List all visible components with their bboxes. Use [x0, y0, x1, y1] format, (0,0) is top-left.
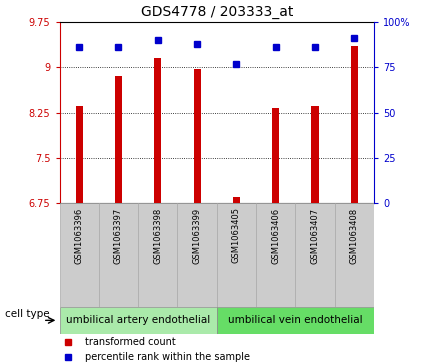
Bar	[76, 106, 83, 203]
Text: percentile rank within the sample: percentile rank within the sample	[85, 352, 250, 362]
Bar	[99, 203, 138, 307]
Bar	[193, 69, 201, 203]
Bar	[217, 307, 374, 334]
Bar	[272, 108, 279, 203]
Title: GDS4778 / 203333_at: GDS4778 / 203333_at	[141, 5, 293, 19]
Bar	[60, 307, 217, 334]
Text: GSM1063398: GSM1063398	[153, 207, 162, 264]
Text: GSM1063405: GSM1063405	[232, 207, 241, 264]
Bar	[256, 203, 295, 307]
Text: umbilical artery endothelial: umbilical artery endothelial	[66, 315, 210, 325]
Text: GSM1063406: GSM1063406	[271, 207, 280, 264]
Bar	[178, 203, 217, 307]
Bar	[351, 46, 358, 203]
Bar	[335, 203, 374, 307]
Bar	[60, 203, 99, 307]
Bar	[217, 203, 256, 307]
Text: GSM1063408: GSM1063408	[350, 207, 359, 264]
Text: cell type: cell type	[5, 309, 49, 319]
Text: GSM1063399: GSM1063399	[193, 207, 201, 264]
Text: transformed count: transformed count	[85, 337, 176, 347]
Bar	[138, 203, 178, 307]
Text: GSM1063397: GSM1063397	[114, 207, 123, 264]
Bar	[312, 106, 319, 203]
Text: umbilical vein endothelial: umbilical vein endothelial	[228, 315, 363, 325]
Text: GSM1063407: GSM1063407	[311, 207, 320, 264]
Bar	[233, 197, 240, 203]
Bar	[154, 58, 162, 203]
Bar	[115, 76, 122, 203]
Bar	[295, 203, 335, 307]
Text: GSM1063396: GSM1063396	[75, 207, 84, 264]
